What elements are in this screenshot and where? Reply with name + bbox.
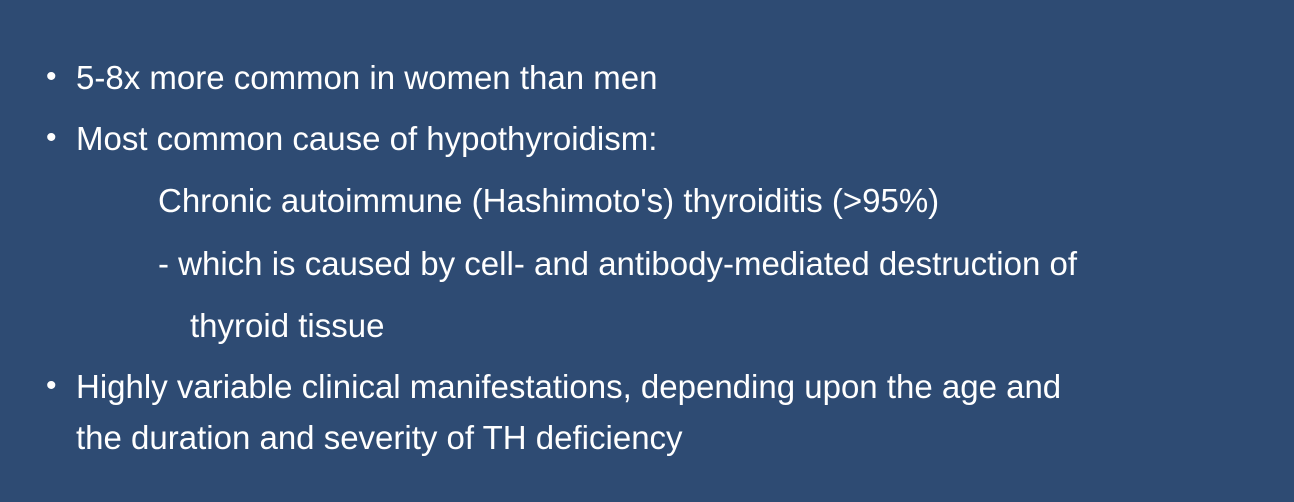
bullet-item-continuation-text: the duration and severity of TH deficien… (76, 419, 683, 456)
bullet-marker: • (46, 369, 57, 402)
bullet-item-text: Most common cause of hypothyroidism: (76, 120, 658, 157)
sub-item-text: - which is caused by cell- and antibody-… (158, 245, 1077, 282)
sub-item-text: Chronic autoimmune (Hashimoto's) thyroid… (158, 182, 940, 219)
sub-item-continuation-text: thyroid tissue (190, 307, 385, 344)
bullet-marker: • (46, 60, 57, 93)
bullet-marker: • (46, 121, 57, 154)
bullet-item-text: Highly variable clinical manifestations,… (76, 368, 1062, 405)
bullet-item-text: 5-8x more common in women than men (76, 59, 658, 96)
